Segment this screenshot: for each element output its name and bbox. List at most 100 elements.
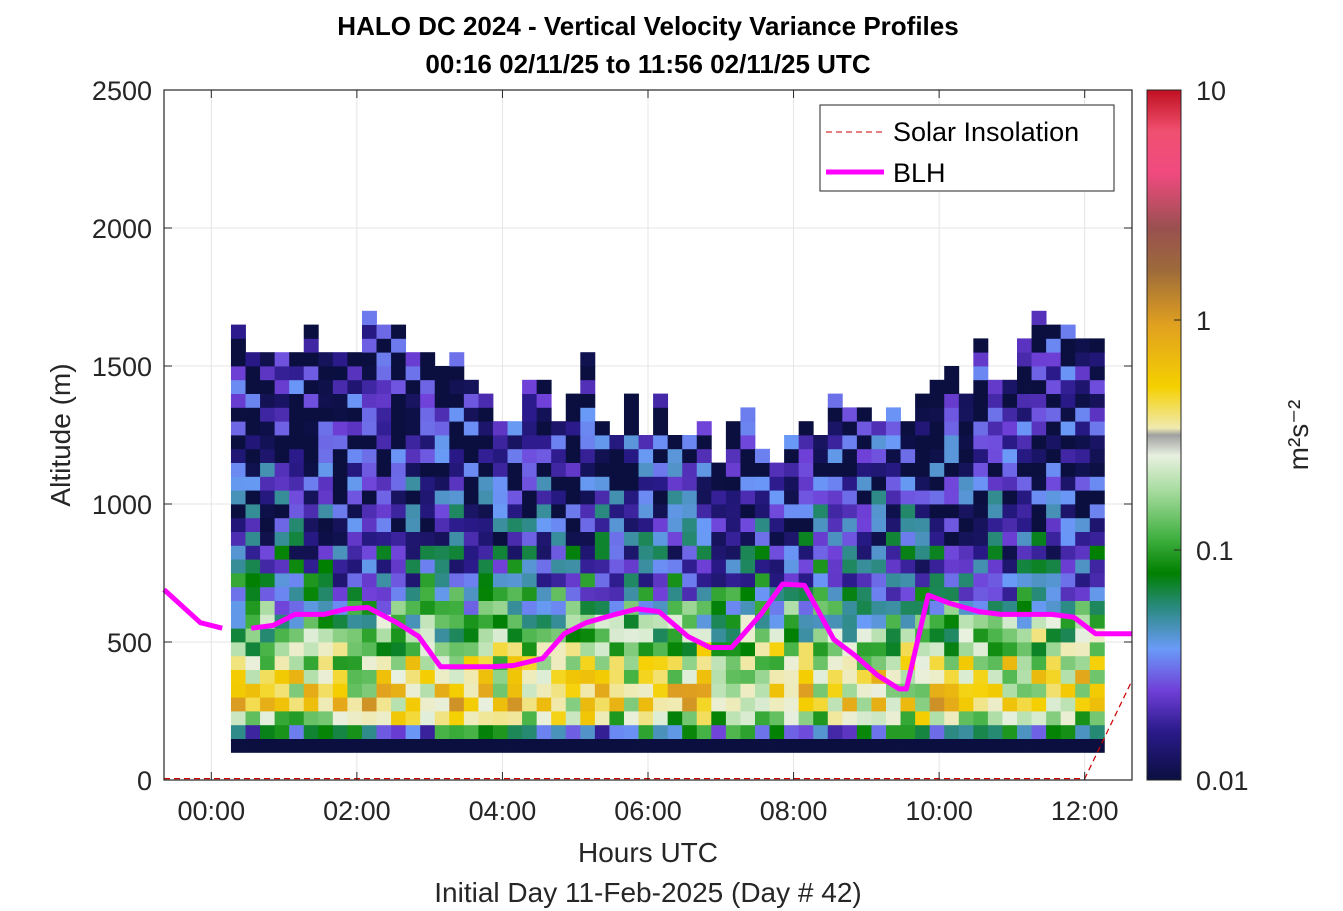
heatmap-cell [784,476,800,491]
heatmap-cell [536,738,552,753]
heatmap-cell [886,504,901,519]
heatmap-cell [609,504,625,519]
heatmap-cell [303,462,319,477]
heatmap-cell [842,531,858,546]
heatmap-cell [434,545,450,560]
heatmap-cell [260,669,276,684]
heatmap-cell [347,711,363,726]
heatmap-cell [623,531,639,546]
heatmap-cell [623,683,639,698]
heatmap-cell [260,697,276,712]
heatmap-cell [347,642,363,657]
heatmap-cell [813,683,829,698]
heatmap-cell [318,669,334,684]
heatmap-cell [973,379,989,394]
heatmap-cell [871,738,887,753]
heatmap-cell [696,586,712,601]
heatmap-cell [274,352,290,367]
heatmap-cell [1002,448,1018,463]
heatmap-cell [958,517,974,532]
heatmap-cell [522,393,538,408]
heatmap-cell [289,724,305,739]
heatmap-cell [492,628,508,643]
heatmap-cell [1060,476,1076,491]
heatmap-cell [769,531,785,546]
heatmap-cell [740,531,756,546]
heatmap-cell [551,559,567,574]
heatmap-cell [332,586,348,601]
heatmap-cell [1060,545,1076,560]
heatmap-cell [230,421,246,436]
heatmap-cell [623,586,639,601]
heatmap-cell [405,393,421,408]
heatmap-cell [987,421,1003,436]
heatmap-cell [871,462,887,477]
heatmap-cell [653,586,669,601]
heatmap-cell [303,407,319,422]
heatmap-cell [900,531,916,546]
heatmap-cell [580,655,596,670]
heatmap-cell [871,421,887,436]
heatmap-cell [434,517,450,532]
heatmap-cell [580,697,596,712]
heatmap-cell [289,711,305,726]
heatmap-cell [958,614,974,629]
heatmap-cell [682,683,698,698]
heatmap-cell [245,669,261,684]
heatmap-cell [623,642,639,657]
heatmap-cell [289,738,305,753]
heatmap-cell [886,614,901,629]
heatmap-cell [1075,738,1091,753]
heatmap-cell [900,697,916,712]
heatmap-cell [420,614,436,629]
heatmap-cell [405,573,421,588]
heatmap-cell [813,724,829,739]
heatmap-cell [245,421,261,436]
heatmap-cell [711,490,727,505]
heatmap-cell [958,476,974,491]
heatmap-cell [711,517,727,532]
heatmap-cell [260,352,276,367]
heatmap-cell [784,614,800,629]
heatmap-cell [1060,421,1076,436]
heatmap-cell [522,379,538,394]
heatmap-cell [944,421,960,436]
heatmap-cell [827,683,843,698]
heatmap-cell [827,393,843,408]
heatmap-cell [303,586,319,601]
heatmap-cell [958,531,974,546]
heatmap-cell [230,655,246,670]
heatmap-cell [827,559,843,574]
heatmap-cell [871,655,887,670]
heatmap-cell [929,421,945,436]
heatmap-cell [900,586,916,601]
heatmap-cell [361,310,377,325]
heatmap-cell [1075,655,1091,670]
heatmap-cell [405,421,421,436]
heatmap-cell [798,711,814,726]
heatmap-cell [900,490,916,505]
heatmap-cell [580,393,596,408]
heatmap-cell [478,490,494,505]
heatmap-cell [580,545,596,560]
heatmap-cell [230,324,246,339]
heatmap-cell [405,435,421,450]
heatmap-cell [740,655,756,670]
heatmap-cell [623,614,639,629]
heatmap-cell [507,435,523,450]
heatmap-cell [478,697,494,712]
heatmap-cell [609,724,625,739]
heatmap-cell [682,573,698,588]
heatmap-cell [798,683,814,698]
heatmap-cell [1031,324,1047,339]
heatmap-cell [347,462,363,477]
heatmap-cell [361,642,377,657]
heatmap-cell [784,683,800,698]
heatmap-cell [420,407,436,422]
heatmap-cell [929,738,945,753]
heatmap-cell [536,379,552,394]
heatmap-cell [740,448,756,463]
heatmap-cell [842,517,858,532]
heatmap-cell [856,573,872,588]
heatmap-cell [754,738,770,753]
